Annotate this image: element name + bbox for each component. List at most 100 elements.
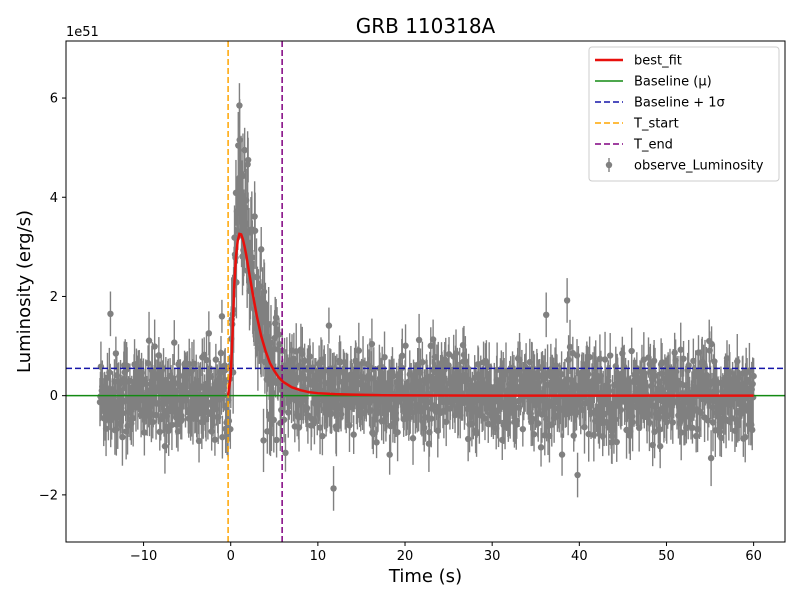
data-point — [663, 419, 670, 426]
data-point — [651, 372, 659, 379]
data-point — [428, 415, 435, 422]
data-point — [621, 385, 629, 393]
data-point — [694, 425, 701, 433]
data-point — [264, 428, 271, 435]
data-point — [425, 440, 433, 447]
y-tick-label: 4 — [50, 191, 58, 206]
data-point — [421, 424, 428, 432]
data-point — [239, 253, 246, 260]
data-point — [348, 376, 355, 383]
data-point — [711, 358, 718, 365]
data-point — [511, 383, 519, 390]
data-point — [684, 381, 691, 389]
data-point — [471, 381, 479, 389]
data-point — [257, 283, 264, 290]
data-point — [736, 388, 744, 396]
data-point — [417, 369, 424, 376]
data-point — [479, 399, 487, 406]
data-point — [655, 409, 662, 416]
data-point — [646, 419, 653, 426]
data-point — [566, 343, 574, 351]
data-point — [321, 379, 329, 387]
data-point — [101, 386, 108, 393]
data-point — [145, 337, 153, 344]
data-point — [455, 403, 462, 411]
data-point — [355, 347, 363, 354]
data-point — [451, 411, 459, 419]
data-point — [573, 352, 581, 359]
data-point — [211, 399, 218, 407]
data-point — [716, 428, 724, 435]
data-point — [370, 430, 377, 438]
data-point — [182, 376, 190, 383]
data-point — [147, 381, 155, 388]
data-point — [573, 409, 580, 416]
data-point — [512, 388, 520, 395]
data-point — [138, 369, 145, 377]
data-point — [112, 350, 120, 357]
data-point — [394, 429, 401, 436]
data-point — [241, 146, 248, 154]
data-point — [113, 372, 121, 379]
data-point — [314, 382, 322, 389]
data-point — [331, 387, 339, 395]
data-point — [492, 384, 499, 391]
data-point — [337, 358, 344, 366]
data-point — [316, 424, 324, 431]
data-point — [527, 410, 534, 417]
data-point — [269, 389, 277, 396]
data-point — [244, 156, 252, 164]
x-tick-label: 40 — [571, 549, 588, 564]
data-point — [429, 336, 437, 343]
data-point — [242, 220, 249, 227]
data-point — [440, 407, 448, 414]
legend-label: observe_Luminosity — [634, 159, 764, 174]
data-point — [680, 355, 687, 362]
y-axis-ticks: −2 0 2 4 6 — [39, 92, 66, 503]
data-point — [558, 371, 565, 378]
data-point — [180, 382, 188, 390]
data-point — [295, 414, 302, 421]
data-point — [734, 358, 741, 365]
data-point — [195, 437, 203, 445]
data-point — [515, 397, 522, 405]
data-point — [253, 273, 260, 281]
data-point — [425, 398, 432, 406]
data-point — [718, 434, 725, 442]
data-point — [584, 365, 591, 372]
data-point — [102, 425, 110, 432]
data-point — [128, 420, 135, 427]
data-point — [586, 353, 593, 361]
data-point — [206, 365, 213, 372]
data-point — [422, 414, 429, 421]
data-point — [652, 403, 660, 410]
data-point — [186, 405, 194, 412]
data-point — [175, 361, 182, 368]
data-point — [371, 416, 379, 423]
data-point — [505, 419, 512, 427]
data-point — [118, 391, 126, 399]
data-point — [428, 384, 436, 391]
data-point — [272, 314, 280, 321]
data-point — [558, 451, 566, 458]
data-point — [609, 410, 617, 417]
data-point — [690, 357, 697, 365]
data-point — [576, 395, 584, 403]
data-point — [299, 350, 306, 358]
data-point — [271, 345, 278, 353]
data-point — [632, 376, 640, 383]
data-point — [748, 386, 755, 393]
data-point — [458, 377, 466, 385]
data-point — [397, 377, 404, 384]
data-point — [263, 376, 270, 383]
data-point — [129, 415, 137, 422]
data-point — [307, 422, 315, 429]
data-point — [566, 399, 573, 406]
data-point — [601, 356, 609, 363]
data-point — [677, 346, 684, 353]
data-point — [325, 322, 333, 329]
data-point — [220, 384, 228, 392]
data-point — [215, 375, 223, 383]
data-point — [104, 374, 111, 381]
data-point — [590, 431, 598, 439]
